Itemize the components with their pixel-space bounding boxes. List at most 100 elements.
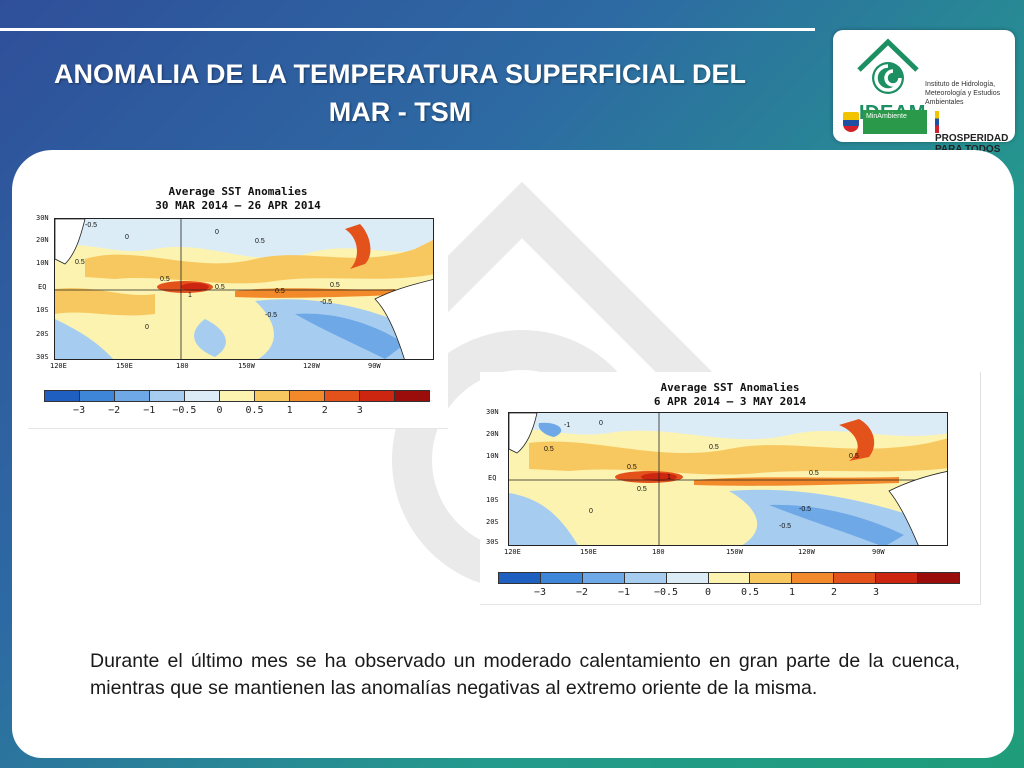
- slide-body-text: Durante el último mes se ha observado un…: [90, 650, 960, 699]
- map-2-lon-label: 150E: [580, 548, 597, 556]
- header-divider-line: [0, 28, 815, 31]
- map-2-lat-label: 30N: [486, 408, 499, 416]
- svg-text:0: 0: [145, 324, 149, 331]
- colorbar-swatch: [45, 391, 80, 401]
- map-1-lat-label: 30S: [36, 353, 49, 361]
- svg-text:-0.5: -0.5: [799, 506, 811, 513]
- svg-text:-0.5: -0.5: [320, 299, 332, 306]
- colorbar-label: −2: [575, 587, 589, 598]
- colorbar-swatch: [624, 573, 667, 583]
- colorbar-label: −2: [108, 405, 121, 416]
- map-1-lon-label: 150E: [116, 362, 133, 370]
- colorbar-swatch: [834, 573, 877, 583]
- sst-map-2: Average SST Anomalies 6 APR 2014 – 3 MAY…: [480, 372, 981, 605]
- colorbar-label: 2: [321, 405, 328, 416]
- colorbar-swatch: [325, 391, 360, 401]
- svg-text:-1: -1: [564, 422, 570, 429]
- svg-text:0.5: 0.5: [544, 446, 554, 453]
- colorbar-swatch: [115, 391, 150, 401]
- map-2-colorbar: [498, 572, 960, 584]
- map-1-lat-label: EQ: [38, 283, 47, 291]
- colorbar-swatch: [220, 391, 255, 401]
- svg-text:1: 1: [188, 292, 192, 299]
- map-1-lon-label: 150W: [238, 362, 255, 370]
- colorbar-label: −1: [143, 405, 156, 416]
- svg-text:0.5: 0.5: [849, 453, 859, 460]
- minambiente-logo: MinAmbiente: [863, 110, 927, 134]
- svg-text:1: 1: [667, 474, 671, 481]
- svg-text:0.5: 0.5: [627, 464, 637, 471]
- flag-stripe-icon: [935, 111, 939, 133]
- map-1-lon-label: 180: [176, 362, 189, 370]
- map-2-title-line1: Average SST Anomalies: [660, 381, 800, 394]
- svg-text:0.5: 0.5: [637, 486, 647, 493]
- map-2-lat-label: 10S: [486, 496, 499, 504]
- svg-text:0.5: 0.5: [709, 444, 719, 451]
- colorbar-swatch: [918, 573, 959, 583]
- svg-text:-0.5: -0.5: [85, 222, 97, 229]
- map-2-lon-label: 150W: [726, 548, 743, 556]
- content-panel: Average SST Anomalies 30 MAR 2014 – 26 A…: [12, 150, 1014, 758]
- map-2-lat-label: 30S: [486, 538, 499, 546]
- colorbar-label: 0.5: [740, 587, 760, 598]
- colombia-shield-icon: [843, 112, 859, 132]
- svg-text:0.5: 0.5: [330, 282, 340, 289]
- colorbar-swatch: [792, 573, 835, 583]
- colorbar-swatch: [255, 391, 290, 401]
- colorbar-swatch: [666, 573, 709, 583]
- sst-map-1: Average SST Anomalies 30 MAR 2014 – 26 A…: [28, 178, 448, 429]
- colorbar-label: −3: [533, 587, 547, 598]
- map-2-lat-label: 10N: [486, 452, 499, 460]
- colorbar-label: 2: [830, 587, 838, 598]
- map-1-lon-label: 90W: [368, 362, 381, 370]
- svg-text:0.5: 0.5: [275, 288, 285, 295]
- svg-text:0: 0: [215, 229, 219, 236]
- colorbar-swatch: [582, 573, 625, 583]
- svg-text:0.5: 0.5: [215, 284, 225, 291]
- map-2-lat-label: EQ: [488, 474, 497, 482]
- map-1-title-line2: 30 MAR 2014 – 26 APR 2014: [155, 199, 321, 212]
- map-2-anomaly-field: -1 0.5 0.5 0.5 0.5 0.5 0.5 -0.5 -0.5 1 0…: [509, 413, 947, 545]
- colorbar-swatch: [708, 573, 751, 583]
- prosperidad-text: PROSPERIDAD PARA TODOS: [935, 133, 1009, 155]
- svg-text:0: 0: [125, 234, 129, 241]
- colorbar-label: 3: [356, 405, 363, 416]
- colorbar-swatch: [876, 573, 919, 583]
- colorbar-swatch: [80, 391, 115, 401]
- colorbar-label: 0.5: [245, 405, 264, 416]
- map-2-lon-label: 180: [652, 548, 665, 556]
- colorbar-label: −0.5: [653, 587, 679, 598]
- svg-text:0: 0: [599, 420, 603, 427]
- colorbar-swatch: [150, 391, 185, 401]
- svg-text:0.5: 0.5: [255, 238, 265, 245]
- map-2-lon-label: 120E: [504, 548, 521, 556]
- colorbar-swatch: [540, 573, 583, 583]
- ideam-subtitle: Instituto de Hidrología, Meteorología y …: [925, 81, 1001, 106]
- map-1-title-line1: Average SST Anomalies: [168, 185, 308, 198]
- map-1-anomaly-field: -0.5 0.5 0.5 0.5 0.5 0.5 0.5 1 -0.5 -0.5…: [55, 219, 433, 359]
- logo-panel: Instituto de Hidrología, Meteorología y …: [833, 30, 1015, 155]
- svg-text:-0.5: -0.5: [779, 523, 791, 530]
- map-2-lon-label: 120W: [798, 548, 815, 556]
- prosperidad-logo: PROSPERIDAD PARA TODOS: [935, 111, 1011, 155]
- map-1-lat-label: 30N: [36, 214, 49, 222]
- svg-text:-0.5: -0.5: [265, 312, 277, 319]
- map-1-lon-label: 120E: [50, 362, 67, 370]
- colorbar-label: 1: [286, 405, 293, 416]
- colorbar-label: −0.5: [172, 405, 197, 416]
- map-2-plot-area: -1 0.5 0.5 0.5 0.5 0.5 0.5 -0.5 -0.5 1 0…: [508, 412, 948, 546]
- colorbar-swatch: [395, 391, 429, 401]
- colorbar-label: 0: [704, 587, 712, 598]
- colorbar-swatch: [750, 573, 793, 583]
- svg-text:0.5: 0.5: [160, 276, 170, 283]
- colorbar-swatch: [360, 391, 395, 401]
- colorbar-label: 0: [216, 405, 223, 416]
- map-2-title-line2: 6 APR 2014 – 3 MAY 2014: [653, 395, 807, 408]
- colorbar-label: −1: [617, 587, 631, 598]
- svg-text:0.5: 0.5: [75, 259, 85, 266]
- colorbar-swatch: [499, 573, 541, 583]
- svg-text:0: 0: [589, 508, 593, 515]
- map-1-lat-label: 10N: [36, 259, 49, 267]
- colorbar-label: 3: [872, 587, 880, 598]
- colorbar-label: −3: [73, 405, 86, 416]
